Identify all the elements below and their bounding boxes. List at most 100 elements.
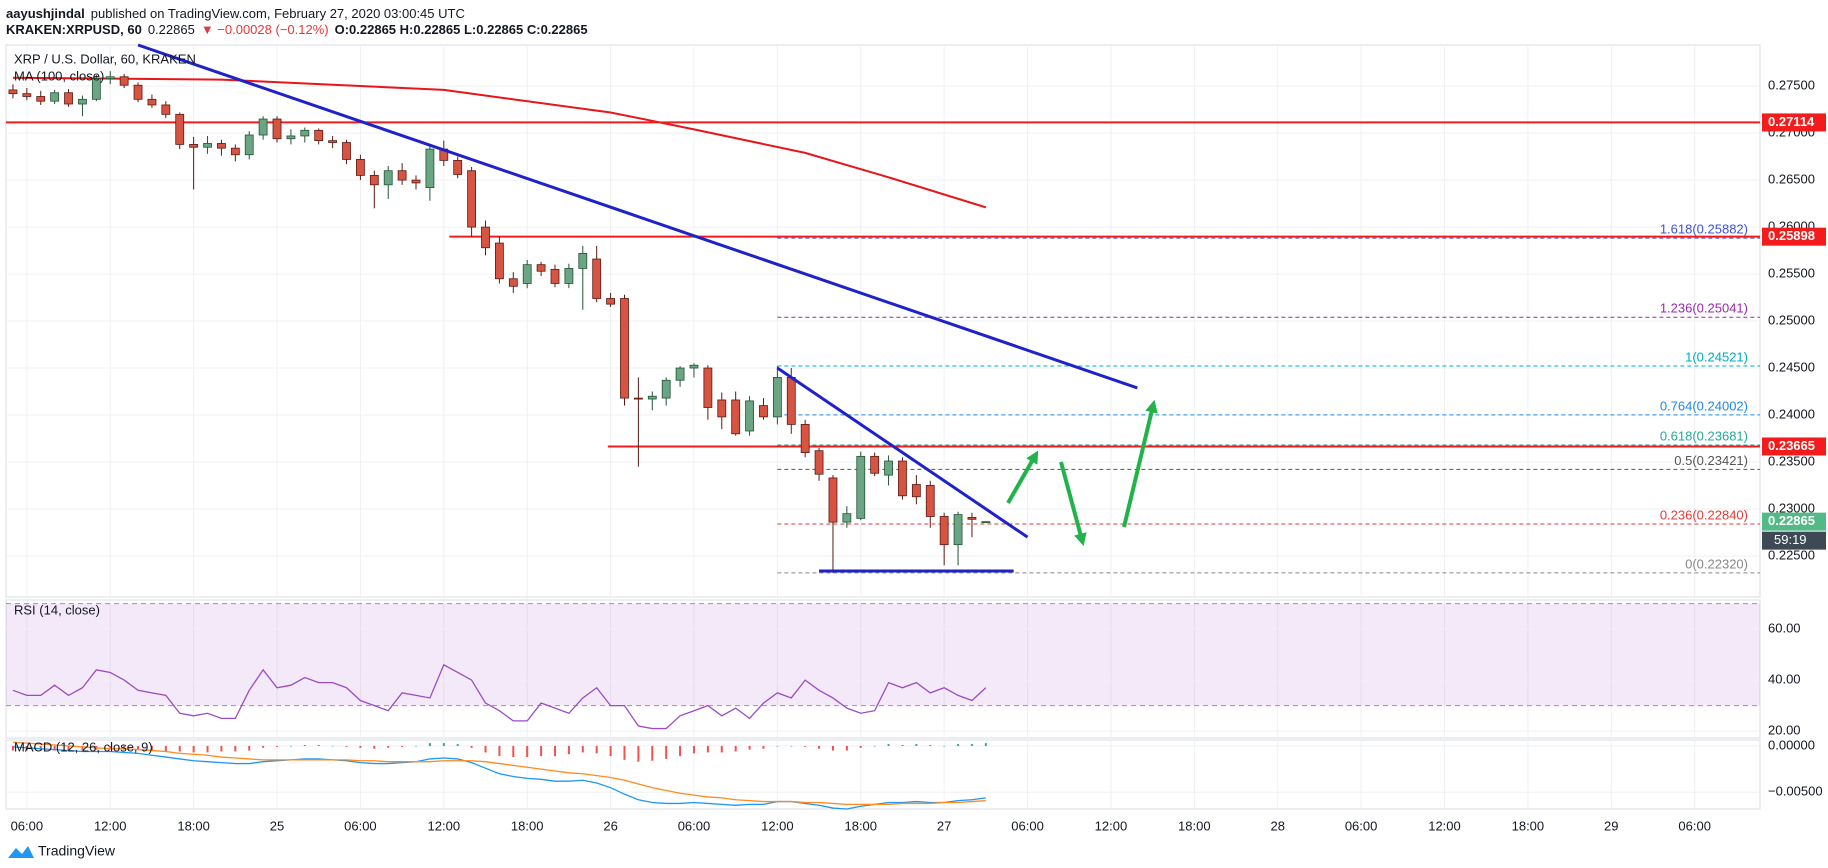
fib-label: 0.764(0.24002) xyxy=(1660,398,1748,413)
macd-hist xyxy=(442,743,445,746)
candle-body xyxy=(870,455,880,474)
footer-logo: TradingView xyxy=(8,843,116,859)
rsi-line xyxy=(12,663,987,730)
candle-body xyxy=(383,170,393,186)
candle-body xyxy=(314,129,324,142)
candle-body xyxy=(786,377,796,425)
candle-body xyxy=(939,516,949,546)
price-tag xyxy=(1762,113,1826,132)
macd-hist xyxy=(456,744,459,746)
candle-body xyxy=(147,98,157,106)
macd-hist xyxy=(401,745,404,747)
price-tag-label: 0.23665 xyxy=(1768,438,1815,453)
x-tick-label: 12:00 xyxy=(761,818,794,833)
candle-body xyxy=(745,400,754,432)
macd-hist xyxy=(262,745,265,748)
macd-hist xyxy=(150,745,153,751)
macd-hist xyxy=(387,745,390,748)
x-tick-label: 25 xyxy=(270,818,284,833)
candle-body xyxy=(342,142,351,160)
fib-label: 1.618(0.25882) xyxy=(1660,222,1748,237)
y-tick-label: 0.25000 xyxy=(1768,312,1815,327)
macd-hist xyxy=(762,745,765,749)
candle-body xyxy=(925,485,935,517)
macd-hist xyxy=(470,745,473,748)
candle-body xyxy=(856,455,866,519)
macd-hist xyxy=(887,744,890,746)
macd-hist xyxy=(67,745,70,751)
rsi-pane xyxy=(5,599,1761,739)
candle-body xyxy=(703,367,713,408)
macd-hist xyxy=(164,745,167,752)
candle-body xyxy=(467,170,477,228)
candle-body xyxy=(592,258,602,299)
arrow xyxy=(1006,450,1039,504)
trend-line xyxy=(137,43,1138,390)
x-tick-label: 12:00 xyxy=(1428,818,1461,833)
macd-hist xyxy=(720,745,723,753)
x-tick-label: 27 xyxy=(937,818,951,833)
author: aayushjindal xyxy=(6,6,85,21)
macd-hist xyxy=(220,745,223,752)
macd-hist xyxy=(498,745,501,757)
macd-hist xyxy=(192,745,195,753)
y-tick-label: 0.23500 xyxy=(1768,453,1815,468)
macd-hist xyxy=(692,745,695,754)
fib-label: 1.236(0.25041) xyxy=(1660,301,1748,316)
macd-hist xyxy=(901,745,904,746)
candle-body xyxy=(564,268,574,284)
candle-body xyxy=(814,450,824,475)
macd-hist xyxy=(804,745,807,747)
macd-hist xyxy=(415,745,418,747)
plot-layer: 06:00 12:00 18:00 25 06:00 12:00 18:00 26 06:00 1… xyxy=(6,43,1826,833)
candle-body xyxy=(981,521,991,524)
price-tag-label: 0.22865 xyxy=(1768,513,1815,528)
rsi-tick-label: 40.00 xyxy=(1768,672,1801,687)
x-tick-label: 18:00 xyxy=(844,818,877,833)
candle-body xyxy=(620,298,629,399)
macd-hist xyxy=(859,745,862,748)
macd-hist xyxy=(790,745,793,747)
candle-body xyxy=(161,104,171,115)
x-tick-label: 12:00 xyxy=(94,818,127,833)
macd-hist xyxy=(929,745,932,746)
candle-body xyxy=(453,159,463,175)
candle-body xyxy=(22,93,32,97)
candle-body xyxy=(911,484,921,498)
macd-hist xyxy=(831,745,834,751)
macd-hist xyxy=(303,745,306,746)
candle-body xyxy=(105,76,115,80)
macd-hist xyxy=(651,745,654,761)
macd-hist xyxy=(276,745,279,747)
candle-body xyxy=(884,460,893,476)
ohlc: O:0.22865 H:0.22865 L:0.22865 C:0.22865 xyxy=(334,22,588,37)
header-line: aayushjindal published on TradingView.co… xyxy=(6,6,465,21)
macd-hist xyxy=(373,745,376,749)
candle-body xyxy=(425,148,435,189)
price: 0.22865 xyxy=(147,22,195,37)
chart-title: XRP / U.S. Dollar, 60, KRAKEN xyxy=(14,51,196,66)
candle-body xyxy=(78,98,87,105)
macd-hist xyxy=(206,745,209,753)
candle-body xyxy=(189,144,199,148)
candle-body xyxy=(522,264,532,284)
candle-body xyxy=(842,513,852,523)
countdown-tag xyxy=(1762,531,1826,550)
rsi-legend: RSI (14, close) xyxy=(14,602,100,617)
macd-hist xyxy=(595,745,598,754)
x-tick-label: 12:00 xyxy=(1095,818,1128,833)
macd-hist xyxy=(706,745,709,753)
y-tick-label: 0.26500 xyxy=(1768,172,1815,187)
x-tick-label: 12:00 xyxy=(428,818,461,833)
macd-hist xyxy=(234,745,237,752)
macd-hist xyxy=(665,745,668,759)
macd-hist xyxy=(873,745,876,747)
macd-pane xyxy=(5,739,1761,810)
countdown: 59:19 xyxy=(1774,532,1807,547)
x-tick-label: 06:00 xyxy=(1345,818,1378,833)
macd-hist xyxy=(123,745,126,750)
fib-label: 0(0.22320) xyxy=(1685,556,1748,571)
macd-tick-label: −0.00500 xyxy=(1768,784,1823,799)
x-tick-label: 06:00 xyxy=(678,818,711,833)
